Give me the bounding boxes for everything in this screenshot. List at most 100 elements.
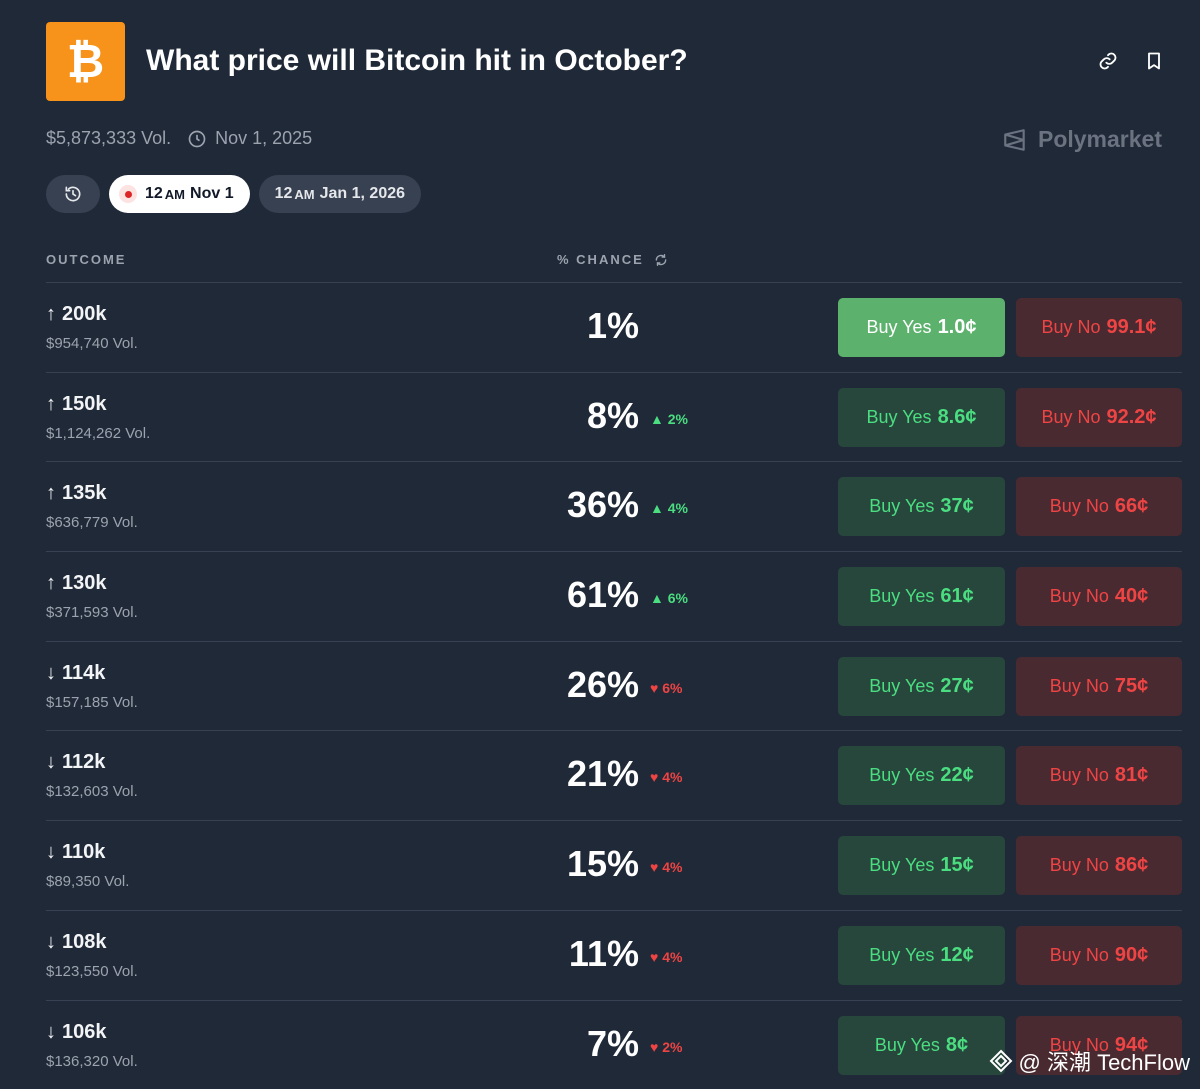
buy-yes-button[interactable]: Buy Yes 15¢ [838, 836, 1005, 896]
buy-yes-label: Buy Yes [866, 317, 932, 337]
outcome-label: ↑ 135k [46, 482, 107, 505]
buy-yes-button[interactable]: Buy Yes 8.6¢ [838, 387, 1005, 447]
buy-no-button[interactable]: Buy No 86¢ [1016, 836, 1182, 896]
buy-yes-button[interactable]: Buy Yes 22¢ [838, 746, 1005, 806]
outcome-volume: $371,593 Vol. [46, 604, 138, 622]
buy-yes-price: 1.0¢ [937, 316, 977, 338]
outcome-volume: $89,350 Vol. [46, 873, 130, 891]
outcome-volume: $954,740 Vol. [46, 335, 138, 352]
outcome-chance: 36% [566, 484, 639, 526]
outcome-threshold: 200k [62, 303, 107, 325]
buy-yes-button[interactable]: Buy Yes 27¢ [838, 656, 1005, 716]
buy-yes-button[interactable]: Buy Yes 61¢ [838, 567, 1005, 627]
buy-yes-price: 37¢ [940, 495, 974, 518]
direction-arrow: ↓ [46, 751, 56, 774]
pill-time: 12 [274, 185, 293, 202]
buy-no-price: 99.1¢ [1106, 316, 1157, 338]
direction-arrow: ↓ [46, 841, 56, 864]
buy-yes-price: 8¢ [945, 1033, 969, 1056]
pill-ampm: AM [164, 186, 186, 202]
outcome-row[interactable]: ↑ 135k $636,779 Vol. 36% ▲ 4% Buy Yes 37¢ Buy N… [46, 461, 1182, 551]
outcome-row[interactable]: ↓ 110k $89,350 Vol. 15% ♥ 4% Buy Yes 15¢ Buy No… [46, 820, 1182, 910]
buy-no-button[interactable]: Buy No 99.1¢ [1016, 298, 1182, 357]
buy-yes-price: 12¢ [940, 943, 974, 966]
outcome-row[interactable]: ↑ 200k $954,740 Vol. 1% Buy Yes 1.0¢ Buy No 99.… [46, 282, 1182, 372]
buy-no-button[interactable]: Buy No 92.2¢ [1016, 387, 1182, 447]
buy-no-price: 94¢ [1114, 1033, 1149, 1056]
direction-arrow: ↑ [46, 303, 56, 325]
market-header: ₿ What price will Bitcoin hit in October… [46, 21, 1164, 101]
buy-no-button[interactable]: Buy No 81¢ [1016, 746, 1182, 806]
outcome-chance: 8% [586, 394, 639, 436]
buy-yes-button[interactable]: Buy Yes 12¢ [838, 925, 1005, 985]
buy-no-price: 75¢ [1114, 674, 1149, 697]
outcomes-list: ↑ 200k $954,740 Vol. 1% Buy Yes 1.0¢ Buy No 99.… [46, 282, 1182, 1089]
chance-label: % CHANCE [557, 252, 644, 267]
chance-delta: ▲ 6% [650, 590, 688, 607]
outcome-label: ↓ 110k [46, 841, 105, 864]
polymarket-logo-icon [1002, 127, 1028, 153]
buy-yes-label: Buy Yes [869, 675, 935, 696]
chance-delta: ♥ 2% [650, 1038, 683, 1055]
header-actions [1098, 51, 1164, 71]
refresh-icon[interactable] [654, 253, 668, 267]
page-title: What price will Bitcoin hit in October? [146, 44, 688, 77]
bookmark-icon[interactable] [1144, 51, 1164, 71]
live-dot-icon [119, 185, 137, 203]
end-date: Nov 1, 2025 [215, 128, 313, 148]
buy-no-button[interactable]: Buy No 40¢ [1016, 567, 1182, 627]
buy-yes-button[interactable]: Buy Yes 37¢ [838, 477, 1005, 537]
pill-date: Nov 1 [190, 185, 234, 202]
outcome-row[interactable]: ↓ 112k $132,603 Vol. 21% ♥ 4% Buy Yes 22¢ Buy N… [46, 730, 1182, 820]
direction-arrow: ↓ [46, 1020, 56, 1043]
outcome-chance: 21% [566, 753, 639, 795]
buy-no-button[interactable]: Buy No 90¢ [1016, 925, 1182, 985]
buy-no-price: 40¢ [1114, 585, 1149, 608]
buy-yes-price: 27¢ [940, 674, 974, 697]
outcome-chance: 7% [586, 1022, 639, 1064]
buy-no-label: Buy No [1049, 586, 1109, 607]
outcome-volume: $123,550 Vol. [46, 962, 138, 980]
pill-ampm: AM [294, 186, 315, 202]
direction-arrow: ↑ [46, 572, 56, 595]
watermark: @ 深潮 TechFlow [989, 1045, 1190, 1077]
watermark-text: @ 深潮 TechFlow [1018, 1050, 1190, 1075]
buy-yes-label: Buy Yes [869, 496, 935, 517]
chance-delta: ♥ 4% [650, 769, 683, 786]
buy-yes-button[interactable]: Buy Yes 8¢ [838, 1015, 1005, 1075]
buy-no-button[interactable]: Buy No 75¢ [1016, 656, 1182, 716]
chance-delta: ♥ 6% [650, 679, 683, 696]
outcome-row[interactable]: ↑ 150k $1,124,262 Vol. 8% ▲ 2% Buy Yes 8.6¢ Buy… [46, 371, 1182, 462]
buy-no-button[interactable]: Buy No 66¢ [1016, 477, 1182, 537]
outcome-chance: 11% [568, 932, 639, 974]
polymarket-brand: Polymarket [1002, 126, 1162, 153]
buy-no-label: Buy No [1049, 944, 1109, 965]
column-header-chance: % CHANCE [557, 252, 668, 267]
outcome-row[interactable]: ↑ 130k $371,593 Vol. 61% ▲ 6% Buy Yes 61¢ Buy N… [46, 551, 1182, 641]
buy-no-button[interactable]: Buy No 94¢ [1016, 1015, 1182, 1075]
buy-no-label: Buy No [1041, 317, 1101, 337]
clock-icon [187, 129, 207, 149]
buy-yes-button[interactable]: Buy Yes 1.0¢ [838, 298, 1005, 357]
brand-name: Polymarket [1037, 126, 1162, 152]
total-volume: $5,873,333 Vol. [46, 128, 172, 148]
history-button[interactable] [46, 175, 100, 213]
buy-yes-label: Buy Yes [869, 586, 935, 607]
outcome-row[interactable]: ↓ 114k $157,185 Vol. 26% ♥ 6% Buy Yes 27¢ Buy N… [46, 640, 1182, 731]
outcome-row[interactable]: ↓ 106k $136,320 Vol. 7% ♥ 2% Buy Yes 8¢ Buy No 9… [46, 999, 1182, 1089]
buy-no-label: Buy No [1049, 765, 1109, 786]
outcome-threshold: 114k [62, 661, 106, 684]
link-icon[interactable] [1098, 51, 1118, 71]
diamond-logo-icon [989, 1049, 1013, 1073]
date-pill-jan-1-2026[interactable]: 12 AM Jan 1, 2026 [258, 175, 422, 213]
buy-no-price: 81¢ [1114, 764, 1149, 787]
outcome-threshold: 150k [62, 392, 107, 415]
outcome-row[interactable]: ↓ 108k $123,550 Vol. 11% ♥ 4% Buy Yes 12¢ Buy N… [46, 909, 1182, 1000]
buy-no-price: 86¢ [1114, 854, 1149, 877]
market-meta: $5,873,333 Vol. Nov 1, 2025 [46, 128, 312, 149]
outcome-threshold: 112k [62, 751, 106, 774]
buy-yes-label: Buy Yes [869, 855, 935, 876]
outcome-label: ↓ 106k [46, 1021, 107, 1044]
pill-time: 12 [145, 185, 163, 202]
date-pill-nov-1[interactable]: 12 AM Nov 1 [109, 175, 250, 213]
